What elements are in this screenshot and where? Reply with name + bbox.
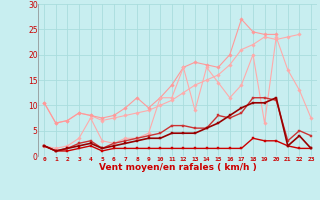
X-axis label: Vent moyen/en rafales ( km/h ): Vent moyen/en rafales ( km/h ) <box>99 163 256 172</box>
